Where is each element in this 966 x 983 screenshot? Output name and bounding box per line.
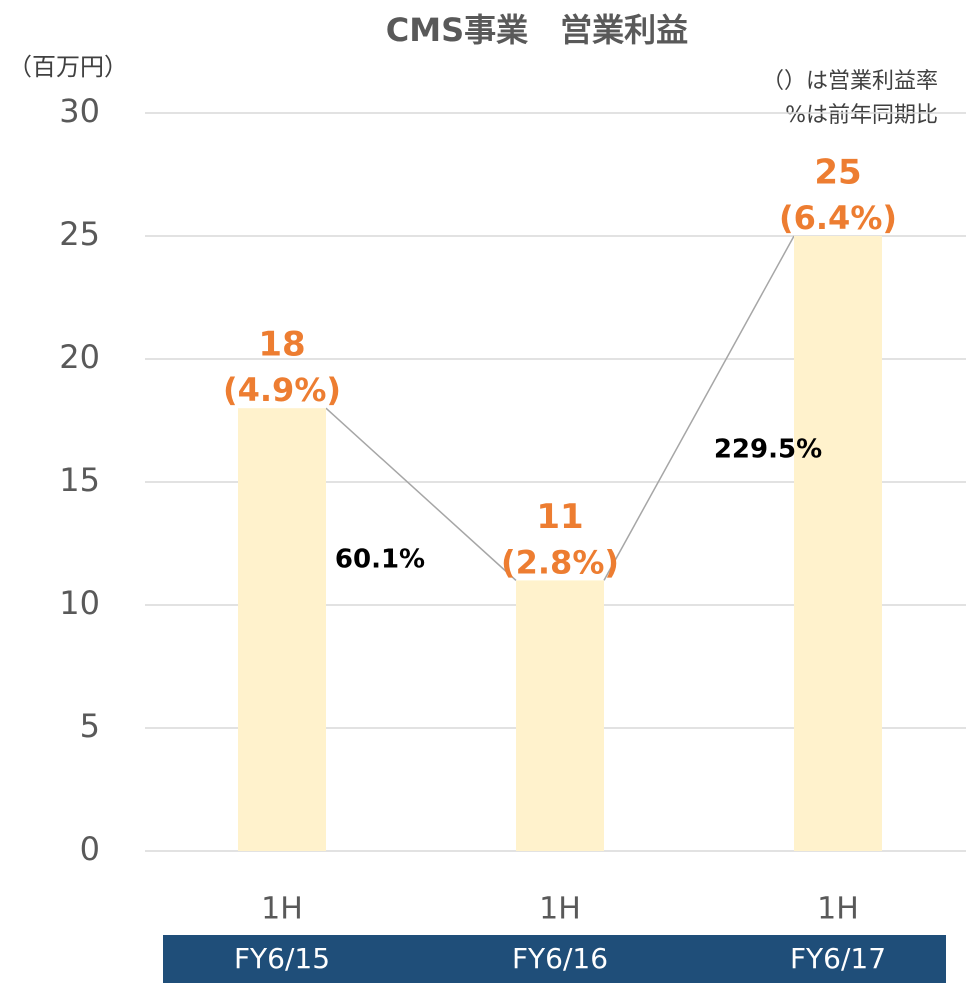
margin-label: (6.4%) xyxy=(779,199,897,237)
growth-label: 229.5% xyxy=(714,435,822,465)
value-label: 11 xyxy=(536,497,583,537)
note: %は前年同期比 xyxy=(785,103,938,128)
growth-label: 60.1% xyxy=(335,545,425,575)
bar xyxy=(516,580,604,851)
group-band xyxy=(163,935,946,983)
group-label: FY6/17 xyxy=(790,942,886,975)
y-tick-label: 5 xyxy=(80,707,100,745)
note: （）は営業利益率 xyxy=(762,69,938,94)
group-label: FY6/16 xyxy=(512,942,608,975)
x-tick-label: 1H xyxy=(539,892,581,927)
margin-label: (4.9%) xyxy=(223,371,341,409)
y-axis-label: （百万円） xyxy=(8,53,128,81)
y-tick-label: 0 xyxy=(80,830,100,868)
connector xyxy=(603,235,795,581)
group-label: FY6/15 xyxy=(234,942,330,975)
y-tick-label: 10 xyxy=(59,584,100,622)
value-label: 18 xyxy=(258,325,305,365)
value-label: 25 xyxy=(814,153,861,193)
x-tick-label: 1H xyxy=(817,892,859,927)
connector xyxy=(325,407,517,581)
bar xyxy=(794,236,882,851)
y-tick-label: 25 xyxy=(59,215,100,253)
y-tick-label: 20 xyxy=(59,338,100,376)
bar xyxy=(238,408,326,851)
margin-label: (2.8%) xyxy=(501,543,619,581)
y-tick-label: 30 xyxy=(59,92,100,130)
x-tick-label: 1H xyxy=(261,892,303,927)
y-tick-label: 15 xyxy=(59,461,100,499)
chart-title: CMS事業 営業利益 xyxy=(386,11,688,49)
